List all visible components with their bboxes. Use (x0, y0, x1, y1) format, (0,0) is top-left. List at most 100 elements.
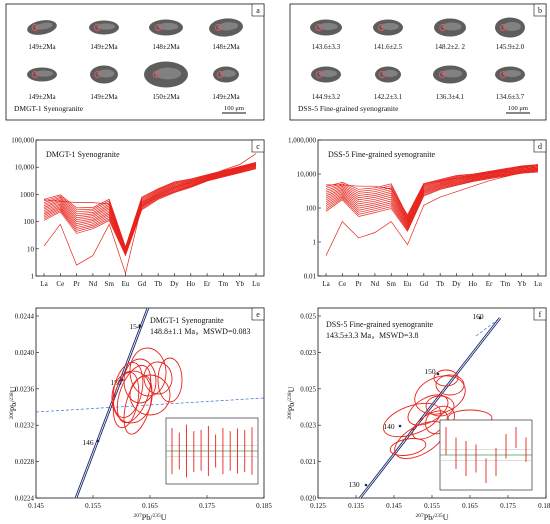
panel_e-ytick-label-0: 0.0244 (15, 313, 35, 321)
panel_d-ree-line-1 (325, 164, 539, 218)
panel_d-xtick-label-7: Tb (436, 280, 444, 288)
panel_c-xtick-label-3: Nd (89, 280, 98, 288)
panel-e-letter-box (251, 307, 265, 321)
panel-b-ages: 143.6±3.3 141.6±2.5 148.2±2. 2 145.9±2.0 144… (312, 43, 525, 101)
panel-a-letter-box (251, 3, 265, 17)
panel_d-ytick-label-3: 1 (313, 239, 317, 247)
x-sup-235: 235 (152, 513, 161, 519)
panel_f-error-ellipse-5 (433, 369, 459, 387)
panel_f-age-marker-3 (364, 483, 368, 487)
panel_c-xtick-label-2: Pr (73, 280, 80, 288)
panel-e-y-ticks: 0.0244 0.0240 0.0236 0.0232 0.0228 0.0224 (15, 313, 39, 503)
panel_c-ytick-label-2: 1000 (20, 191, 35, 199)
x-sup-207: 207 (134, 513, 143, 519)
y-sup-238: 238 (9, 392, 15, 401)
panel_c-ree-line-9 (43, 165, 257, 254)
panel-a: a DMGT-1 Syenogranite 100 μm 149±2Ma 149±… (5, 3, 265, 121)
panel_a-spot-3 (154, 24, 162, 31)
panel-b-scale-label: 100 μm (508, 105, 528, 112)
panel_a-age-1: 149±2Ma (28, 43, 56, 51)
panel_b-grain-core-4 (503, 22, 521, 31)
panel_d-ree-line-6 (325, 167, 539, 223)
panel_a-spot-5 (31, 71, 39, 78)
panel_d-ree-line-8 (325, 168, 539, 226)
panel_c-ytick-label-5: 1 (31, 273, 35, 281)
panel_d-ytick-label-0: 1,000,000 (288, 137, 317, 145)
panel_f-age-marker-2 (398, 424, 402, 428)
panel_f-age-label-1: 150 (424, 367, 436, 376)
y-sup-206-f: 206 (287, 411, 293, 420)
panel_d-xtick-label-2: Pr (355, 280, 362, 288)
panel_a-spot-1 (31, 24, 39, 31)
panel_e-age-marker-0 (138, 324, 142, 328)
x-u: U (161, 513, 167, 522)
panel_a-grain-core-7 (154, 67, 182, 80)
panel_d-xtick-label-10: Er (486, 280, 493, 288)
panel_f-concordia-inner (359, 317, 501, 499)
panel_d-ree-line-15 (326, 164, 539, 216)
panel_b-spot-8 (499, 71, 507, 78)
panel_e-xtick-label-2: 0.165 (142, 502, 158, 510)
panel-b-letter-box (533, 3, 547, 17)
panel_f-discordia (475, 317, 501, 337)
panel_a-grain-5 (27, 67, 57, 82)
panel-b-letter: b (538, 6, 542, 15)
panel_e-ytick-label-1: 0.0240 (15, 349, 35, 357)
panel_c-ytick-label-0: 100,000 (11, 137, 34, 145)
panel_e-age-marker-2 (96, 439, 100, 443)
panel-a-grains (27, 18, 243, 88)
panel-f-concordia: 160 150 140 130 (348, 312, 533, 499)
panel_e-xtick-label-3: 0.175 (199, 502, 215, 510)
panel_b-grain-core-2 (381, 22, 399, 31)
y-u: U (9, 386, 18, 392)
panel_f-ytick-label-0: 0.025 (300, 313, 316, 321)
panel_a-age-6: 149±2Ma (90, 93, 118, 101)
panel_b-grain-core-7 (441, 69, 463, 78)
panel_a-grain-core-5 (35, 70, 53, 77)
panel_c-xtick-label-7: Tb (154, 280, 162, 288)
panel_f-xtick-label-0: 0.125 (310, 502, 326, 510)
panel_d-ytick-label-1: 10,000 (297, 171, 317, 179)
panel_b-age-5: 144.9±3.2 (312, 93, 341, 101)
panel_c-xtick-label-8: Dy (170, 280, 179, 288)
panel_b-age-4: 145.9±2.0 (496, 43, 525, 51)
panel_e-ytick-label-5: 0.0224 (15, 495, 35, 503)
panel-b-caption: DSS-5 Fine-grained syenogranite (298, 104, 399, 113)
panel_c-xtick-label-5: Eu (122, 280, 130, 288)
panel_b-age-1: 143.6±3.3 (312, 43, 341, 51)
panel_d-xtick-label-4: Sm (387, 280, 397, 288)
panel_a-spot-8 (216, 71, 224, 78)
x-u-f: U (443, 513, 449, 522)
panel_b-age-8: 134.6±3.7 (496, 93, 525, 101)
panel_d-ree-line-4 (325, 165, 539, 221)
panel-a-caption: DMGT-1 Syenogranite (14, 104, 84, 113)
panel_c-ree-line-5 (43, 164, 257, 251)
panel_d-xtick-label-6: Gd (420, 280, 429, 288)
panel_f-error-ellipse-6 (412, 410, 448, 440)
panel_b-grain-2 (373, 19, 403, 36)
panel_e-ytick-label-4: 0.0228 (15, 458, 35, 466)
panel_a-grain-core-4 (217, 22, 239, 31)
panel_c-ree-line-13 (43, 167, 257, 256)
panel-d-x-ticks: La Ce Pr Nd Sm Eu Gd Tb Dy Ho Er Tm Yb Lu (322, 273, 542, 288)
panel_f-ytick-label-3: 0.023 (300, 422, 316, 430)
panel_b-age-3: 148.2±2. 2 (435, 43, 466, 51)
panel_e-ytick-label-3: 0.0232 (15, 422, 35, 430)
panel_e-error-ellipse-9 (157, 357, 183, 403)
panel_e-error-ellipse-8 (143, 361, 173, 395)
panel-c-label: DMGT-1 Syenogranite (46, 150, 120, 159)
panel_b-age-7: 136.3±4.1 (436, 93, 465, 101)
panel-f-letter-box (533, 307, 547, 321)
panel_c-ytick-label-4: 10 (27, 245, 35, 253)
panel_d-xtick-label-9: Ho (468, 280, 477, 288)
panel_f-error-ellipse-1 (382, 402, 442, 438)
panel_f-ytick-label-2: 0.025 (300, 385, 316, 393)
panel_a-grain-4 (209, 18, 243, 37)
panel-e-x-ticks: 0.145 0.155 0.165 0.175 0.185 (28, 495, 272, 510)
panel-e-y-axis-label: 206Pb/238U (9, 386, 18, 419)
panel_c-ytick-label-3: 100 (24, 218, 35, 226)
panel_d-xtick-label-11: Tm (501, 280, 511, 288)
panel_d-ree-line-14 (325, 171, 539, 232)
panel_d-ytick-label-4: 0.01 (304, 273, 317, 281)
